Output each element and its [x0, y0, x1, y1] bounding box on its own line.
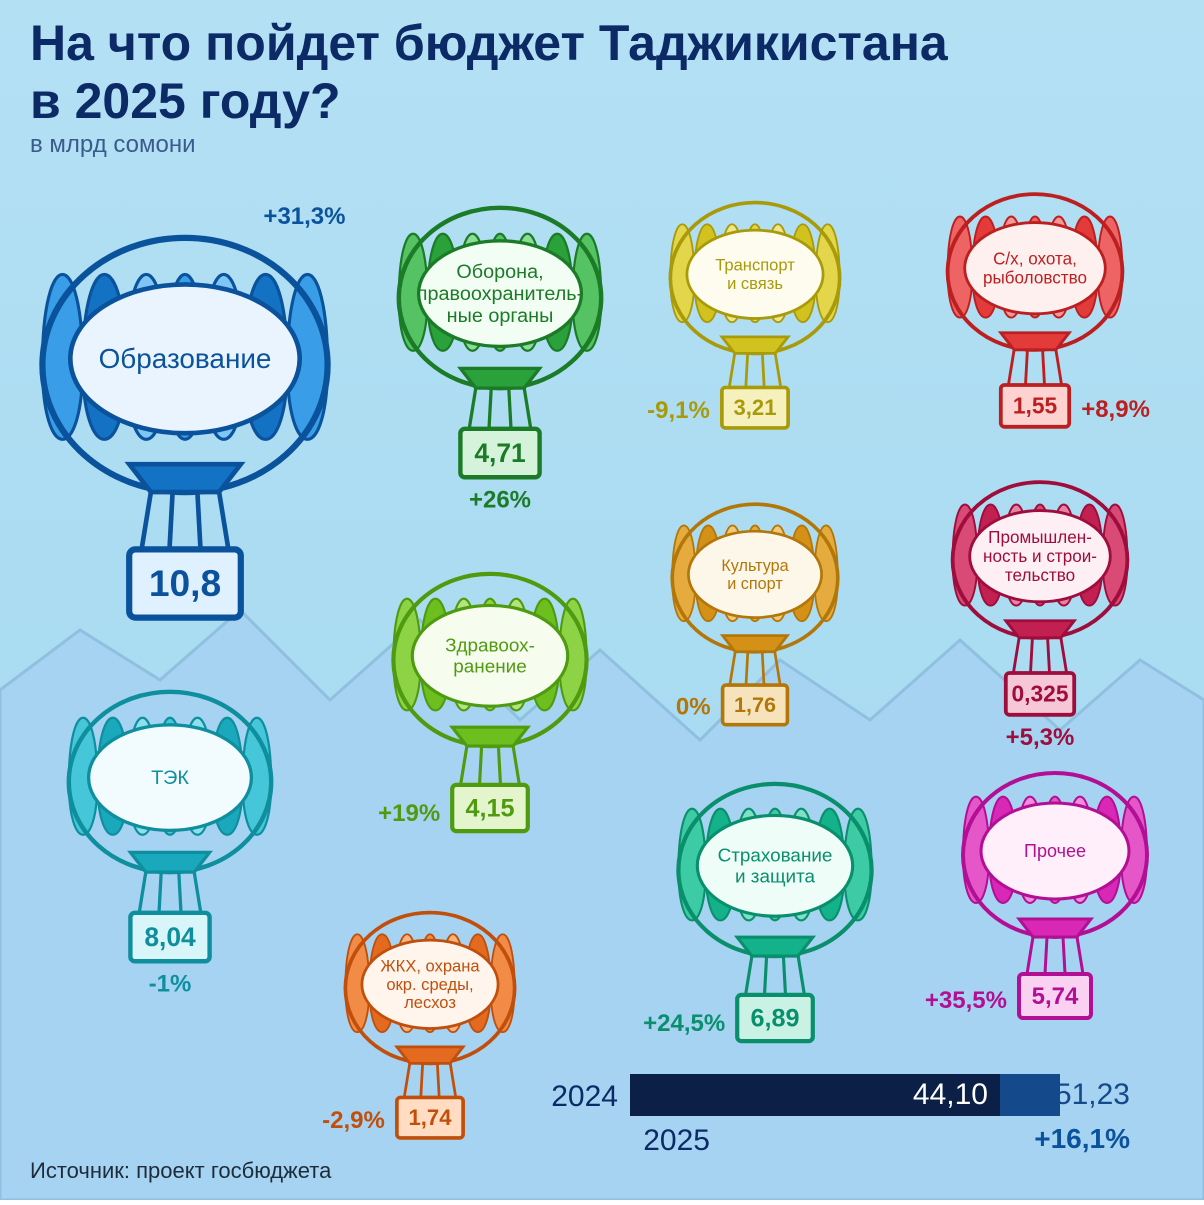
balloon-label: окр. среды,: [386, 975, 473, 994]
totals-val-2025: 51,23: [1055, 1078, 1130, 1111]
balloon-rope: [1031, 638, 1033, 673]
balloon-value: 3,21: [734, 395, 777, 420]
balloon-rope: [509, 388, 511, 429]
balloon-value: 8,04: [144, 922, 196, 952]
balloon-rope: [1043, 350, 1045, 385]
balloon-rope: [179, 872, 181, 913]
balloon-label: и защита: [735, 867, 816, 888]
balloon-label: Культура: [721, 557, 788, 575]
balloon-neck: [1019, 919, 1091, 937]
balloon-pct: -1%: [149, 970, 192, 997]
balloon-value: 1,55: [1013, 393, 1058, 419]
balloon-rope: [762, 353, 764, 387]
balloon-pct: -9,1%: [647, 397, 710, 424]
balloon-label: рыболовство: [983, 268, 1087, 287]
balloon-label: ранение: [453, 657, 526, 678]
balloon-pct: +26%: [469, 486, 531, 513]
balloon-rope: [746, 652, 748, 685]
title-line-2: в 2025 году?: [30, 73, 341, 129]
balloon-label: Транспорт: [715, 256, 795, 275]
title-line-1: На что пойдет бюджет Таджикистана: [30, 15, 949, 71]
totals-pct: +16,1%: [1034, 1123, 1130, 1154]
balloon-rope: [197, 492, 200, 549]
balloon-label: и спорт: [727, 575, 783, 593]
balloon-neck: [452, 727, 528, 746]
totals-label-2025: 2025: [643, 1124, 710, 1157]
balloon-rope: [1063, 937, 1065, 974]
balloon-value: 4,15: [465, 794, 514, 822]
balloon-pct: 0%: [676, 694, 711, 721]
balloon-label: С/х, охота,: [993, 249, 1077, 268]
balloon-rope: [762, 652, 764, 685]
balloon-neck: [723, 636, 788, 652]
balloon-rope: [746, 353, 748, 387]
balloon-value: 4,71: [474, 438, 525, 468]
balloon-value: 1,76: [734, 692, 776, 717]
balloon-label: правоохранитель-: [417, 283, 583, 305]
balloon-label: Промышлен-: [988, 528, 1092, 547]
balloon-value: 0,325: [1011, 681, 1068, 707]
subtitle: в млрд сомони: [30, 131, 196, 158]
balloon-rope: [1048, 638, 1050, 673]
balloon-rope: [783, 956, 785, 995]
balloon-label: Образование: [99, 343, 272, 374]
balloon-rope: [421, 1063, 423, 1097]
balloon-label: ЖКХ, охрана: [380, 956, 480, 975]
balloon-rope: [159, 872, 161, 913]
balloon-label: и связь: [727, 274, 783, 293]
balloon-label: Оборона,: [456, 261, 543, 283]
balloon-pct: -2,9%: [322, 1107, 385, 1134]
balloon-label: ТЭК: [151, 767, 189, 789]
balloon-rope: [170, 492, 173, 549]
balloon-rope: [765, 956, 767, 995]
balloon-label: ность и строи-: [983, 547, 1097, 566]
balloon-rope: [437, 1063, 439, 1097]
balloon-rope: [480, 746, 482, 785]
balloon-label: ные органы: [447, 305, 554, 327]
balloon-neck: [1006, 621, 1074, 638]
balloon-rope: [489, 388, 491, 429]
balloon-neck: [130, 852, 209, 872]
balloon-label: Страхование: [718, 846, 833, 867]
balloon-value: 10,8: [149, 562, 221, 604]
balloon-label: лесхоз: [404, 993, 456, 1012]
balloon-neck: [737, 937, 813, 956]
balloon-neck: [460, 368, 539, 388]
balloon-pct: +31,3%: [263, 203, 345, 230]
balloon-label: Прочее: [1024, 841, 1086, 861]
balloon-pct: +24,5%: [643, 1010, 725, 1037]
balloon-pct: +35,5%: [925, 987, 1007, 1014]
totals-val-2024: 44,10: [913, 1078, 988, 1111]
balloon-value: 1,74: [409, 1105, 453, 1130]
balloon-value: 5,74: [1032, 983, 1079, 1010]
balloon-rope: [1045, 937, 1047, 974]
source: Источник: проект госбюджета: [30, 1158, 332, 1183]
balloon-neck: [129, 464, 241, 492]
balloon-neck: [1001, 333, 1069, 350]
balloon-rope: [498, 746, 500, 785]
totals-label-2024: 2024: [551, 1080, 618, 1113]
balloon-rope: [1026, 350, 1028, 385]
balloon-pct: +19%: [378, 800, 440, 827]
balloon-value: 6,89: [750, 1004, 799, 1032]
balloon-pct: +5,3%: [1006, 724, 1075, 751]
balloon-pct: +8,9%: [1081, 396, 1150, 423]
balloon-neck: [722, 337, 788, 354]
balloon-label: тельство: [1005, 566, 1075, 585]
balloon-neck: [397, 1047, 463, 1064]
balloon-label: Здравоох-: [445, 636, 535, 657]
